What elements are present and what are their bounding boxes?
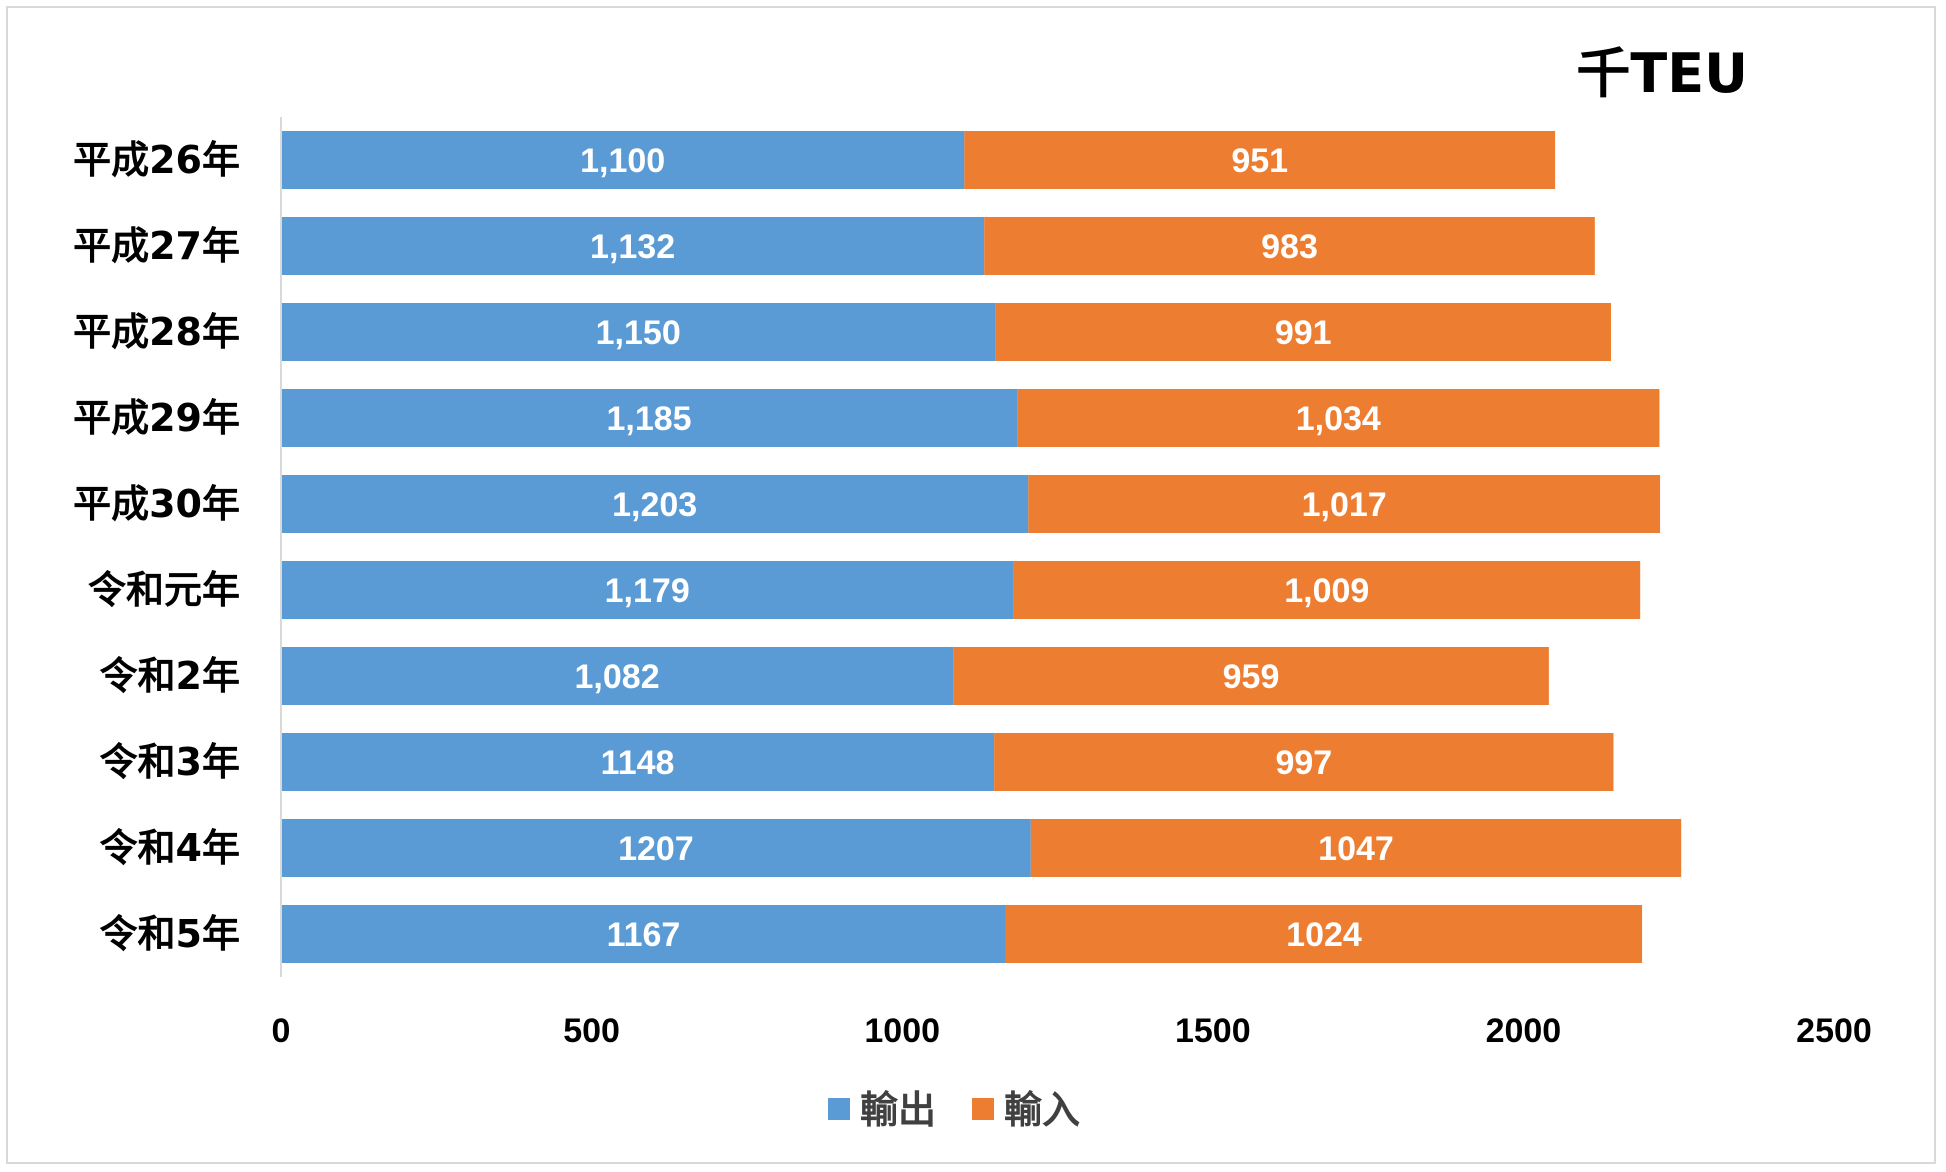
- data-label-export-7: 1148: [601, 744, 675, 782]
- data-label-export-8: 1207: [618, 830, 694, 868]
- data-label-export-0: 1,100: [580, 142, 665, 180]
- data-label-export-2: 1,150: [596, 314, 681, 352]
- bar-export-3: [281, 389, 1018, 447]
- category-label-4: 平成30年: [73, 482, 240, 526]
- legend: 輸出 輸入: [828, 1088, 1080, 1132]
- data-label-import-6: 959: [1223, 658, 1280, 696]
- data-label-import-7: 997: [1275, 744, 1332, 782]
- category-label-5: 令和元年: [88, 568, 240, 612]
- data-label-export-3: 1,185: [607, 400, 692, 438]
- category-labels: 平成26年平成27年平成28年平成29年平成30年令和元年令和2年令和3年令和4…: [73, 138, 240, 956]
- bar-import-2: [995, 303, 1611, 361]
- bar-import-7: [994, 733, 1614, 791]
- bar-import-1: [984, 217, 1595, 275]
- bar-import-3: [1017, 389, 1660, 447]
- data-label-import-0: 951: [1231, 142, 1288, 180]
- bars-group: 1,100 951 1,132 983 1,150 991 1,185 1,034 1,203 1…: [281, 131, 1682, 963]
- bar-import-6: [953, 647, 1549, 705]
- category-label-0: 平成26年: [73, 138, 240, 182]
- bar-export-9: [281, 905, 1006, 963]
- data-label-import-4: 1,017: [1302, 486, 1387, 524]
- category-label-9: 令和5年: [100, 912, 240, 956]
- unit-label: 千TEU: [1576, 42, 1748, 105]
- bar-export-4: [281, 475, 1029, 533]
- legend-label-import: 輸入: [1004, 1088, 1080, 1132]
- data-label-import-2: 991: [1275, 314, 1332, 352]
- bar-import-9: [1005, 905, 1643, 963]
- category-label-2: 平成28年: [73, 310, 240, 354]
- bar-import-4: [1028, 475, 1661, 533]
- data-label-export-9: 1167: [607, 916, 681, 954]
- bar-import-0: [964, 131, 1556, 189]
- data-label-import-9: 1024: [1286, 916, 1362, 954]
- bar-export-1: [281, 217, 985, 275]
- x-tick-label-0: 0: [272, 1012, 291, 1050]
- bar-export-7: [281, 733, 995, 791]
- bar-import-5: [1013, 561, 1641, 619]
- x-tick-labels: 0 500 1000 1500 2000 2500: [272, 1012, 1872, 1050]
- bar-export-8: [281, 819, 1031, 877]
- bar-import-8: [1030, 819, 1682, 877]
- category-label-1: 平成27年: [73, 224, 240, 268]
- bar-export-5: [281, 561, 1014, 619]
- data-label-import-8: 1047: [1318, 830, 1394, 868]
- data-label-import-5: 1,009: [1284, 572, 1369, 610]
- data-label-import-1: 983: [1261, 228, 1318, 266]
- x-tick-label-3: 1500: [1175, 1012, 1251, 1050]
- legend-label-export: 輸出: [860, 1088, 936, 1132]
- x-tick-label-5: 2500: [1796, 1012, 1872, 1050]
- data-label-export-4: 1,203: [612, 486, 697, 524]
- bar-export-2: [281, 303, 996, 361]
- x-tick-label-2: 1000: [864, 1012, 940, 1050]
- x-tick-label-4: 2000: [1486, 1012, 1562, 1050]
- category-label-7: 令和3年: [100, 740, 240, 784]
- data-label-export-5: 1,179: [605, 572, 690, 610]
- category-label-3: 平成29年: [73, 396, 240, 440]
- category-label-8: 令和4年: [100, 826, 240, 870]
- data-label-export-6: 1,082: [575, 658, 660, 696]
- category-label-6: 令和2年: [100, 654, 240, 698]
- bar-export-0: [281, 131, 965, 189]
- legend-swatch-import: [972, 1098, 994, 1120]
- data-label-export-1: 1,132: [590, 228, 675, 266]
- data-label-import-3: 1,034: [1296, 400, 1381, 438]
- legend-swatch-export: [828, 1098, 850, 1120]
- x-tick-label-1: 500: [563, 1012, 620, 1050]
- bar-export-6: [281, 647, 954, 705]
